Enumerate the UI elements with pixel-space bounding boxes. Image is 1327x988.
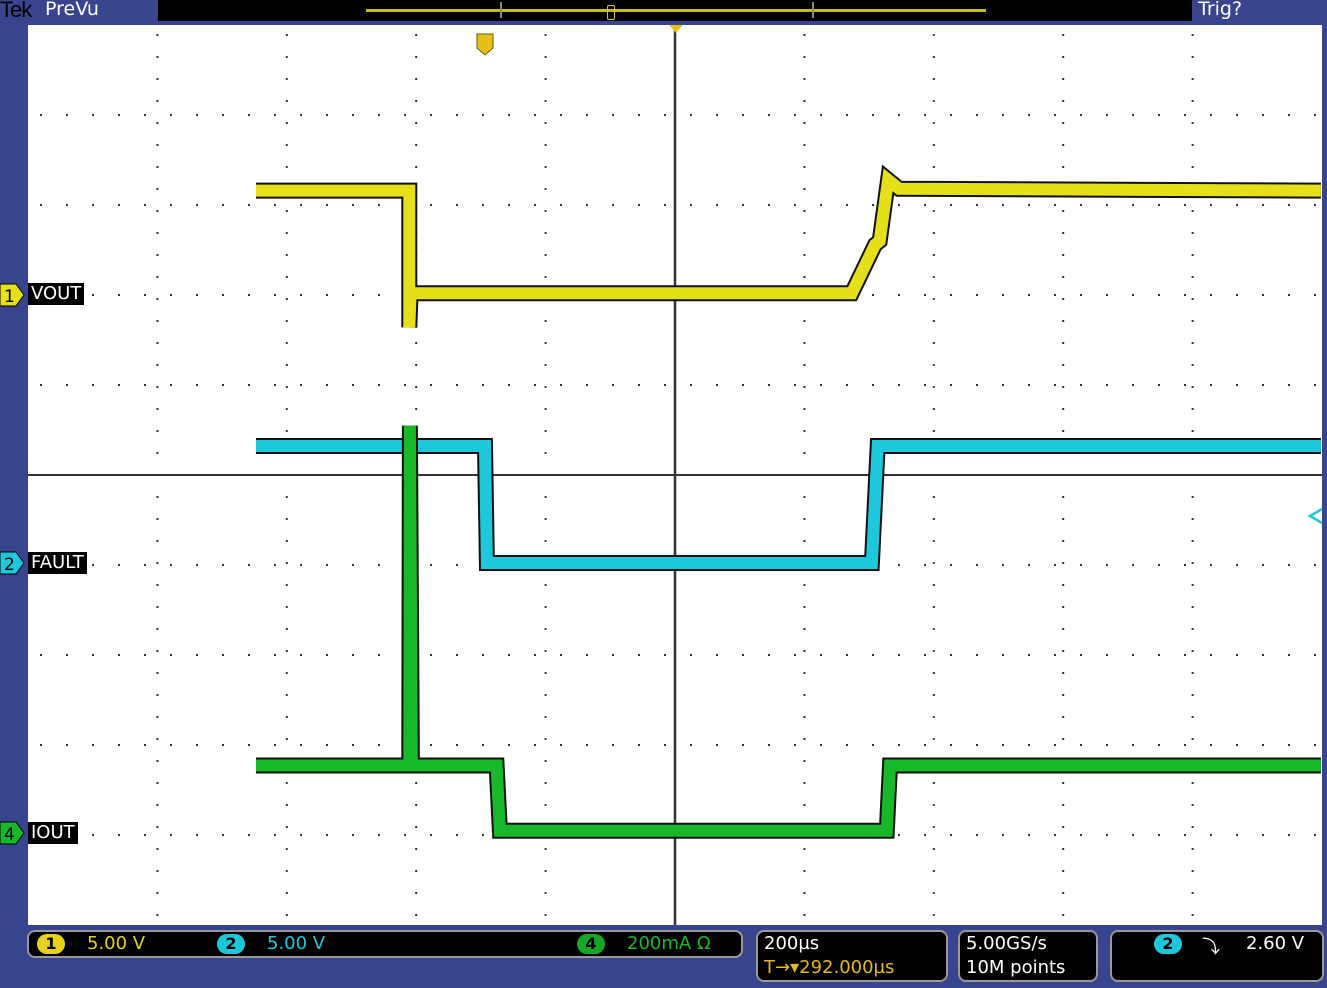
trigger-position-marker xyxy=(607,5,615,20)
record-bar xyxy=(366,9,986,12)
trace-iout xyxy=(256,425,1321,837)
channel-4-scale: 200mA Ω xyxy=(627,933,711,954)
horizontal-settings[interactable]: 200µs T→▾292.000µs xyxy=(756,930,948,982)
trigger-level: 2.60 V xyxy=(1246,933,1305,954)
waveforms xyxy=(256,164,1321,839)
trigger-delay: T→▾292.000µs xyxy=(764,957,895,978)
sample-rate: 5.00GS/s xyxy=(966,933,1047,954)
channel-2-scale: 5.00 V xyxy=(267,933,326,954)
acquisition-mode: PreVu xyxy=(45,0,99,20)
trace-vout xyxy=(256,168,1321,328)
expansion-point-marker xyxy=(669,25,683,33)
trigger-position-icon xyxy=(476,33,494,56)
record-view[interactable] xyxy=(158,0,1192,21)
channel-4-marker-number: 4 xyxy=(4,825,15,845)
graticule-border xyxy=(26,23,1324,927)
channel-1-ground-marker xyxy=(0,283,25,307)
channel-4-badge: 4 xyxy=(577,934,605,954)
falling-edge-icon: ⤵ xyxy=(1202,937,1220,958)
channel-4-ground-marker xyxy=(0,821,25,845)
trigger-status: Trig? xyxy=(1198,0,1243,20)
record-length: 10M points xyxy=(966,957,1066,978)
time-per-div: 200µs xyxy=(764,933,820,954)
channel-1-marker-number: 1 xyxy=(4,287,15,307)
acquisition-settings[interactable]: 5.00GS/s 10M points xyxy=(958,930,1098,982)
trace-fault xyxy=(256,440,1321,569)
vertical-settings[interactable]: 1 5.00 V 2 5.00 V 4 200mA Ω xyxy=(27,930,743,958)
channel-2-marker-number: 2 xyxy=(4,555,15,575)
brand-logo: Tek xyxy=(0,0,32,22)
trigger-source-badge: 2 xyxy=(1154,934,1182,954)
channel-2-ground-marker xyxy=(0,551,25,575)
trigger-level-marker xyxy=(1307,507,1323,525)
channel-1-scale: 5.00 V xyxy=(87,933,146,954)
channel-2-badge: 2 xyxy=(217,934,245,954)
channel-4-label[interactable]: IOUT xyxy=(28,822,78,844)
channel-1-badge: 1 xyxy=(37,934,65,954)
trigger-delay-value: 292.000µs xyxy=(799,957,895,978)
channel-1-label[interactable]: VOUT xyxy=(28,283,85,305)
channel-2-label[interactable]: FAULT xyxy=(28,552,87,574)
trigger-settings[interactable]: 2 ⤵ 2.60 V xyxy=(1110,930,1324,982)
screen-window[interactable] xyxy=(500,2,814,18)
